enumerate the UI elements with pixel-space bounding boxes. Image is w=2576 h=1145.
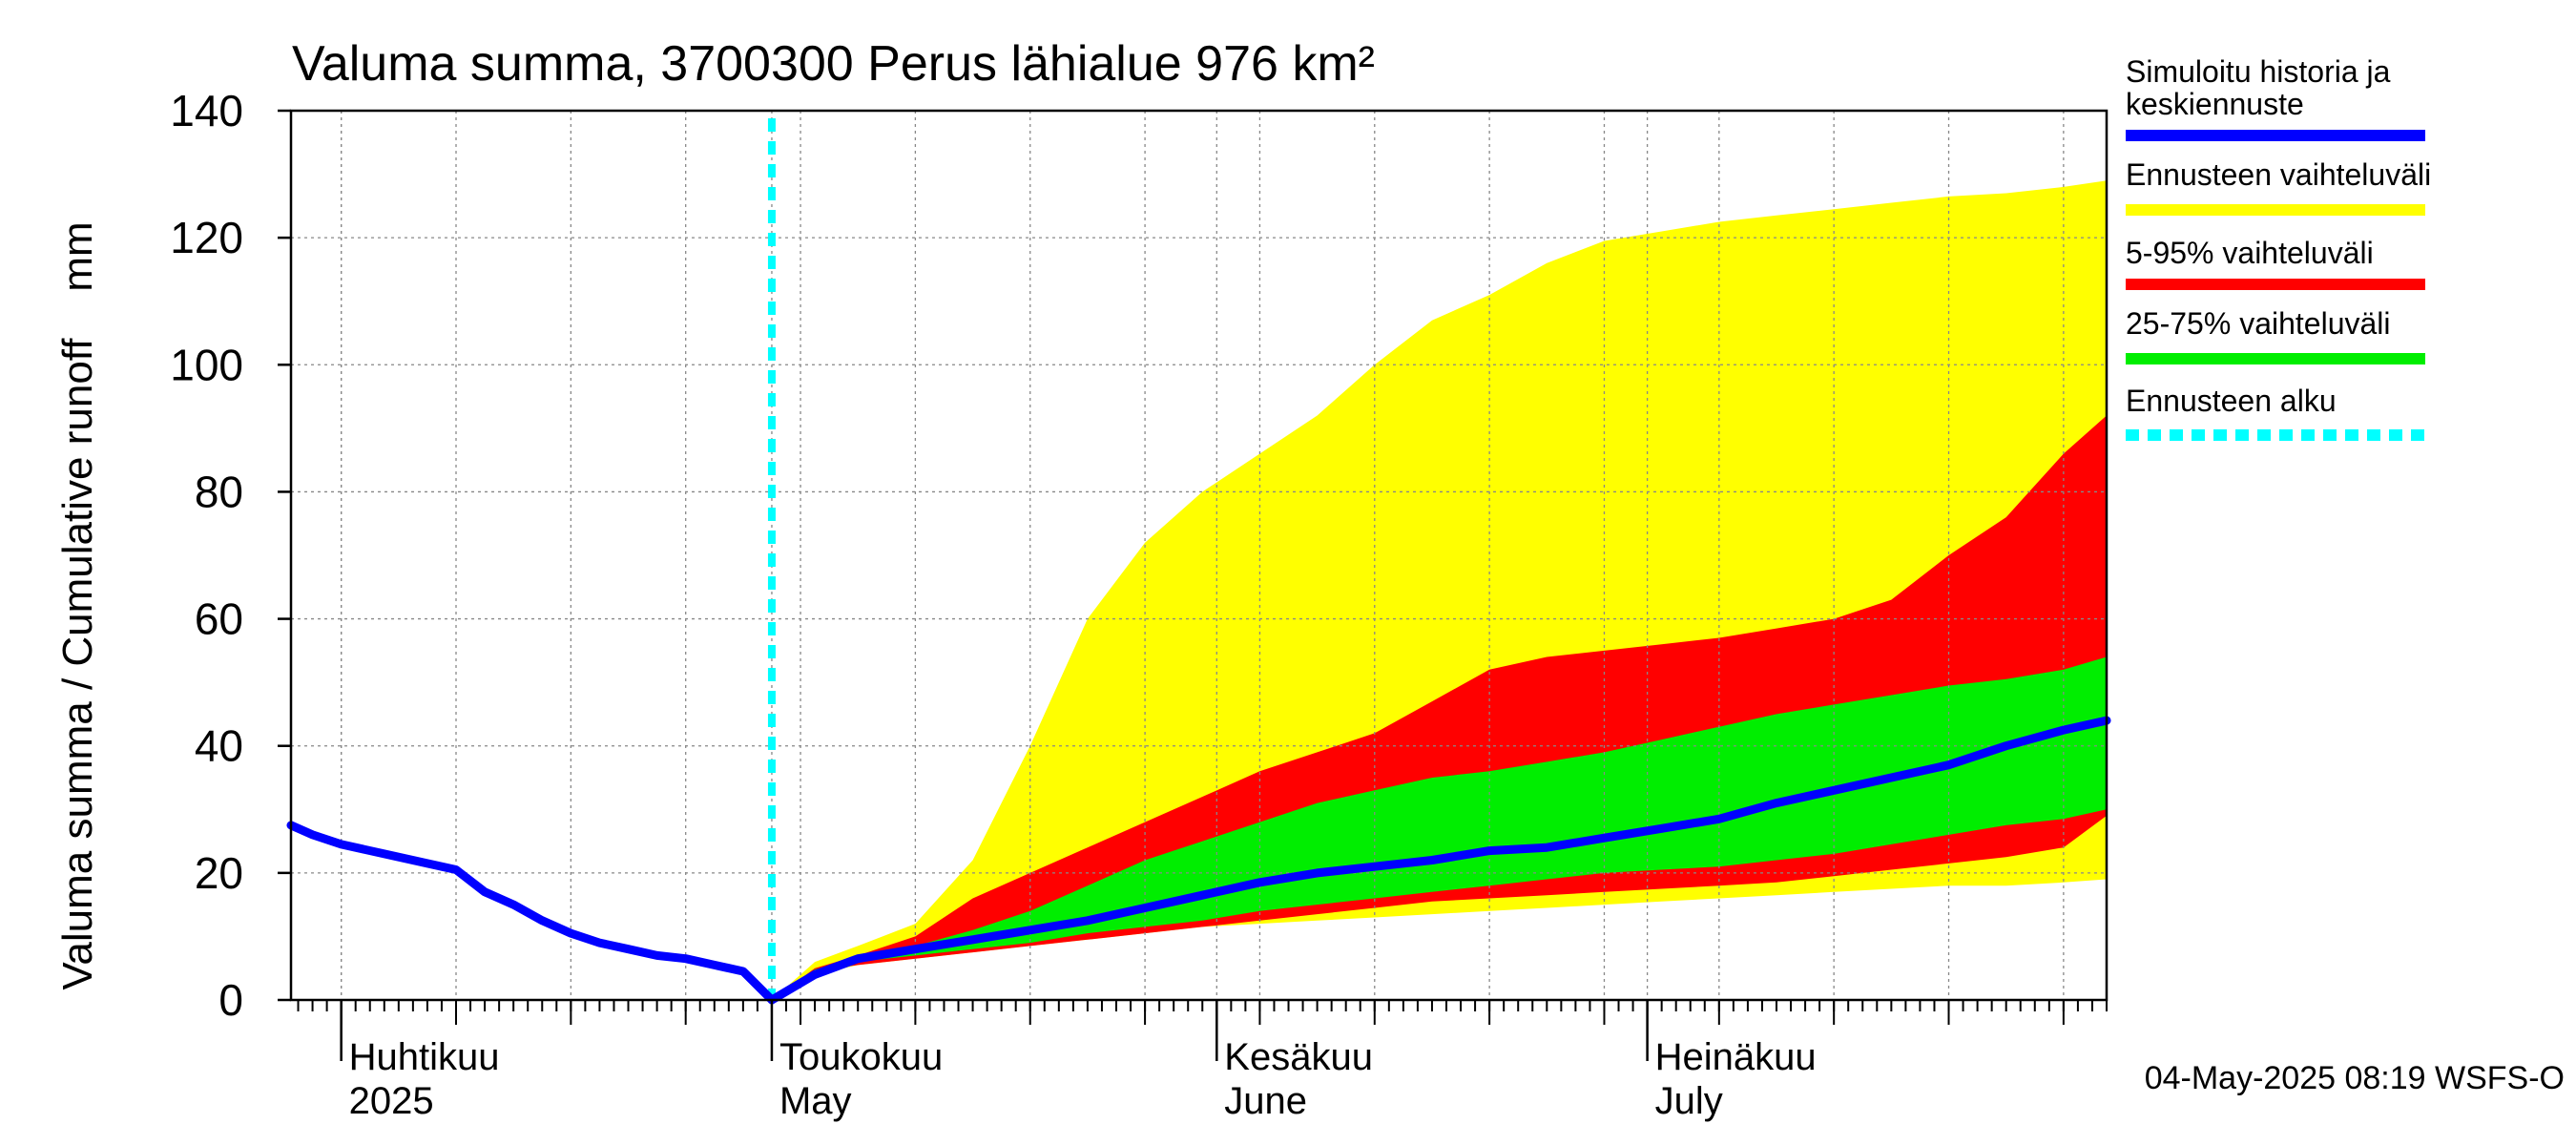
month-label-fi: Kesäkuu [1224,1036,1373,1078]
plot-frame [289,109,2109,1002]
month-label-fi: Heinäkuu [1655,1036,1817,1078]
y-tick-labels: 0 20 40 60 80 100 120 140 [170,86,291,1025]
month-label-en: 2025 [349,1080,434,1122]
legend-label-line2: keskiennuste [2126,87,2304,121]
y-tick-label: 140 [170,86,243,135]
month-label-en: May [779,1080,852,1122]
month-label-fi: Toukokuu [779,1036,943,1078]
y-tick-label: 40 [195,721,243,771]
legend-label: 5-95% vaihteluväli [2126,236,2374,270]
y-axis-label: Valuma summa / Cumulative runoff mm [54,221,101,989]
y-tick-label: 0 [218,975,243,1025]
legend-label: Ennusteen alku [2126,384,2337,418]
month-label-fi: Huhtikuu [349,1036,500,1078]
grid-lines [291,111,2107,1000]
y-tick-label: 120 [170,213,243,262]
chart-title: Valuma summa, 3700300 Perus lähialue 976… [292,36,1375,92]
series-lines [286,118,2111,1005]
y-tick-label: 60 [195,594,243,644]
axes [289,109,2109,1002]
legend-label: 25-75% vaihteluväli [2126,306,2391,341]
history-line [286,821,777,1005]
y-tick-label: 80 [195,467,243,516]
month-label-en: June [1224,1080,1307,1122]
y-tick-label: 20 [195,848,243,898]
timestamp-footer: 04-May-2025 08:19 WSFS-O [2145,1060,2565,1096]
legend-label: Simuloitu historia ja [2126,54,2391,89]
legend-label: Ennusteen vaihteluväli [2126,157,2431,192]
median-forecast-line [767,716,2111,1005]
y-tick-label: 100 [170,340,243,389]
month-label-en: July [1655,1080,1723,1122]
